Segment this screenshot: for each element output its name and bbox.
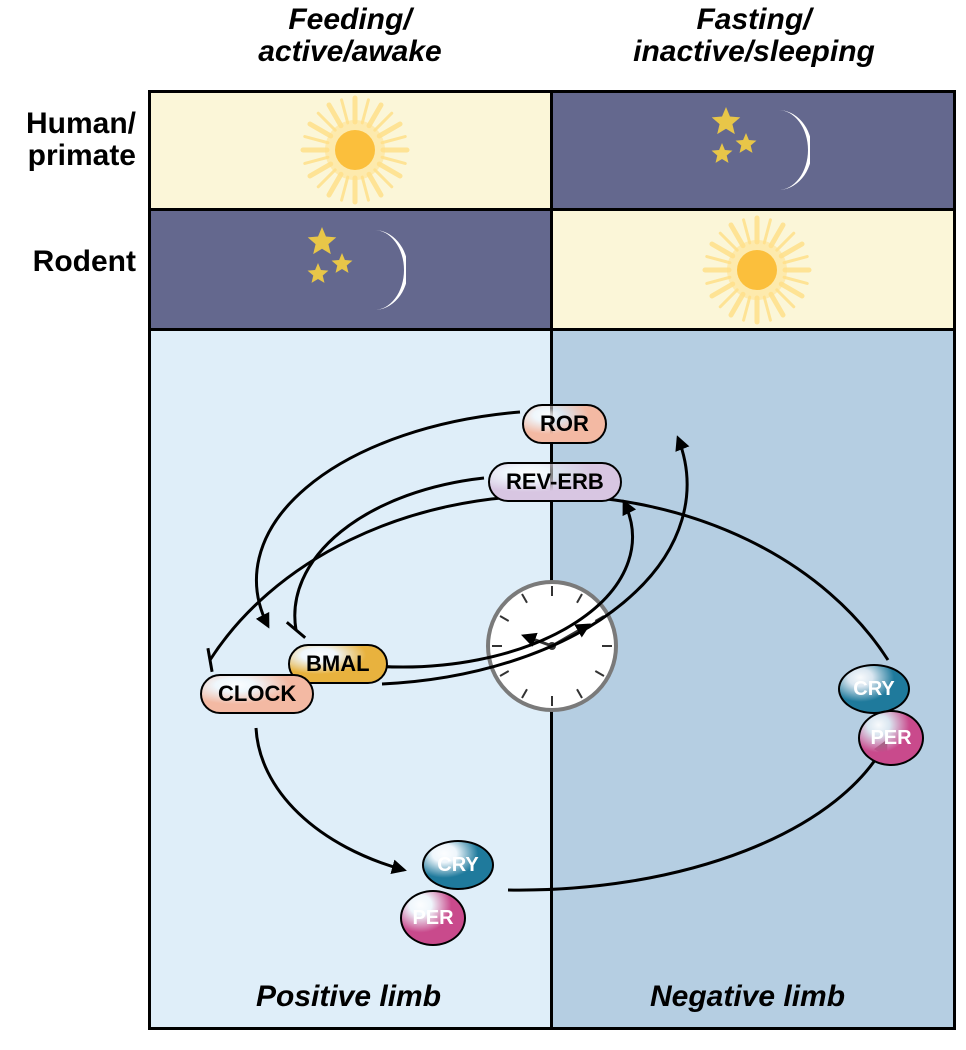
molecule-cry: CRY bbox=[838, 664, 910, 714]
molecule-per: PER bbox=[858, 710, 924, 766]
col-header-right: Fasting/inactive/sleeping bbox=[552, 4, 956, 67]
sun-icon bbox=[300, 95, 410, 205]
molecule-ror: ROR bbox=[522, 404, 607, 444]
molecule-cry: CRY bbox=[422, 840, 494, 890]
molecule-clock: CLOCK bbox=[200, 674, 314, 714]
moon-stars-icon bbox=[700, 98, 810, 202]
col-header-left: Feeding/active/awake bbox=[148, 4, 552, 67]
sun-icon bbox=[702, 215, 812, 325]
molecule-reverb: REV-ERB bbox=[488, 462, 622, 502]
molecule-per: PER bbox=[400, 890, 466, 946]
positive-limb-label: Positive limb bbox=[256, 980, 441, 1014]
negative-limb-label: Negative limb bbox=[650, 980, 845, 1014]
moon-stars-icon bbox=[296, 218, 406, 322]
row-header-human: Human/primate bbox=[0, 108, 136, 171]
h-divider-1 bbox=[148, 208, 956, 211]
row-header-rodent: Rodent bbox=[0, 246, 136, 278]
